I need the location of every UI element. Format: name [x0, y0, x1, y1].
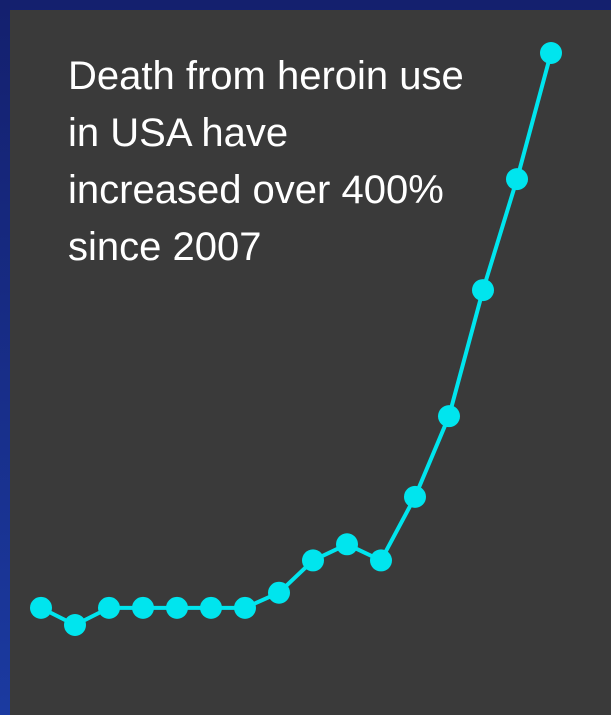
data-point	[506, 168, 528, 191]
data-point	[540, 42, 562, 64]
data-point	[234, 596, 256, 619]
data-point	[370, 549, 392, 572]
data-point	[438, 405, 460, 428]
data-point	[132, 596, 154, 619]
annotation: Death from heroin use in USA have increa…	[68, 54, 464, 269]
data-point	[98, 596, 120, 619]
data-point	[64, 614, 86, 636]
data-point	[302, 549, 324, 572]
data-point	[30, 596, 52, 619]
data-point	[268, 581, 290, 604]
data-point	[200, 596, 222, 619]
data-point	[472, 279, 494, 302]
data-point	[336, 533, 358, 556]
data-point	[166, 596, 188, 619]
data-point	[404, 485, 426, 508]
data-line	[40, 52, 553, 627]
